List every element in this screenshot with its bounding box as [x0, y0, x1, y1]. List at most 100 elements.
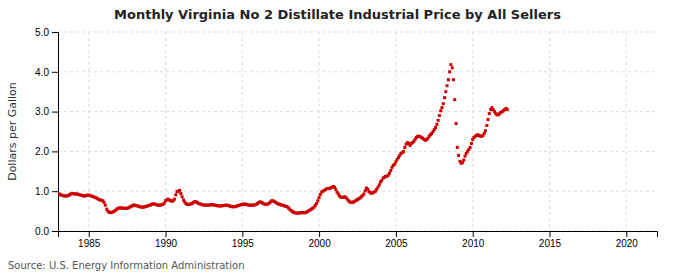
point [181, 195, 184, 198]
y-tick-mark [52, 231, 58, 232]
x-grid-line [472, 32, 473, 231]
point [485, 124, 488, 127]
y-tick-mark [52, 151, 58, 152]
y-grid-line [58, 71, 657, 72]
x-tick-mark [626, 231, 627, 237]
y-grid-line [58, 191, 657, 192]
point [457, 154, 460, 157]
point [469, 146, 472, 149]
x-tick-mark [319, 231, 320, 237]
x-axis: 1985 1990 1995 2000 2005 2010 2015 2020 [59, 231, 658, 249]
point [439, 109, 442, 112]
point [402, 150, 405, 153]
point [464, 155, 467, 158]
point [449, 63, 452, 66]
point [447, 78, 450, 81]
point [446, 84, 449, 87]
x-tick-mark [396, 231, 397, 237]
point [438, 114, 441, 117]
source-note: Source: U.S. Energy Information Administ… [8, 260, 245, 271]
point [451, 66, 454, 69]
point [483, 132, 486, 135]
point [455, 122, 458, 125]
point [442, 102, 445, 105]
x-tick: 1985 [78, 231, 101, 249]
y-tick-label: 5.0 [35, 27, 49, 38]
x-grid-line [88, 32, 89, 231]
y-tick-label: 3.0 [35, 106, 49, 117]
x-tick-label: 2010 [462, 238, 485, 249]
chart: 1985 1990 1995 2000 2005 2010 2015 2020 0.0 1.0 2.… [0, 0, 675, 275]
x-grid-line [395, 32, 396, 231]
y-tick: 2.0 [35, 146, 58, 157]
point [453, 98, 456, 101]
x-grid-line [549, 32, 550, 231]
x-tick-label: 2015 [539, 238, 562, 249]
point [388, 172, 391, 175]
x-tick: 2015 [539, 231, 562, 249]
y-grid-line [58, 151, 657, 152]
grid [58, 32, 657, 231]
point [452, 78, 455, 81]
x-tick-label: 1985 [78, 238, 101, 249]
point [435, 123, 438, 126]
point [488, 112, 491, 115]
point [437, 119, 440, 122]
point [444, 90, 447, 93]
point [362, 192, 365, 195]
x-tick-mark [89, 231, 90, 237]
point [103, 201, 106, 204]
y-tick-mark [52, 191, 58, 192]
x-tick: 2020 [616, 231, 639, 249]
point [389, 169, 392, 172]
x-tick-label: 2020 [616, 238, 639, 249]
y-tick: 0.0 [35, 226, 58, 237]
y-axis-line [52, 33, 59, 232]
point [443, 96, 446, 99]
point [315, 202, 318, 205]
x-tick-mark [242, 231, 243, 237]
point [434, 126, 437, 129]
y-tick-label: 1.0 [35, 186, 49, 197]
point [104, 204, 107, 207]
y-tick: 4.0 [35, 67, 58, 78]
x-tick-mark [473, 231, 474, 237]
point [173, 198, 176, 201]
point [179, 192, 182, 195]
point [334, 188, 337, 191]
point [470, 142, 473, 145]
x-tick-mark [166, 231, 167, 237]
point [462, 159, 465, 162]
point [440, 106, 443, 109]
x-tick: 2010 [462, 231, 485, 249]
x-tick: 2000 [308, 231, 331, 249]
x-tick-label: 1995 [232, 238, 255, 249]
point [174, 193, 177, 196]
title: Monthly Virginia No 2 Distillate Industr… [114, 7, 561, 22]
x-grid-line [242, 32, 243, 231]
x-tick-mark [549, 231, 550, 237]
x-tick-label: 1990 [155, 238, 178, 249]
point [484, 129, 487, 132]
point [506, 108, 509, 111]
y-tick: 1.0 [35, 186, 58, 197]
y-axis: 0.0 1.0 2.0 3.0 4.0 5.0 [35, 27, 58, 237]
point [316, 199, 319, 202]
y-tick: 5.0 [35, 27, 58, 38]
y-axis-title: Dollars per Gallon [6, 82, 19, 181]
y-grid-line [58, 32, 657, 33]
x-axis-line [59, 232, 658, 238]
x-tick: 1995 [232, 231, 255, 249]
y-tick-label: 2.0 [35, 146, 49, 157]
point [456, 146, 459, 149]
x-tick: 2005 [385, 231, 408, 249]
point [178, 189, 181, 192]
point [448, 70, 451, 73]
point [364, 189, 367, 192]
point [378, 183, 381, 186]
y-tick-label: 4.0 [35, 67, 49, 78]
plot-area: 1985 1990 1995 2000 2005 2010 2015 2020 0.0 1.0 2.… [35, 27, 657, 249]
y-tick-label: 0.0 [35, 226, 49, 237]
y-tick-mark [52, 112, 58, 113]
x-tick-label: 2005 [385, 238, 408, 249]
